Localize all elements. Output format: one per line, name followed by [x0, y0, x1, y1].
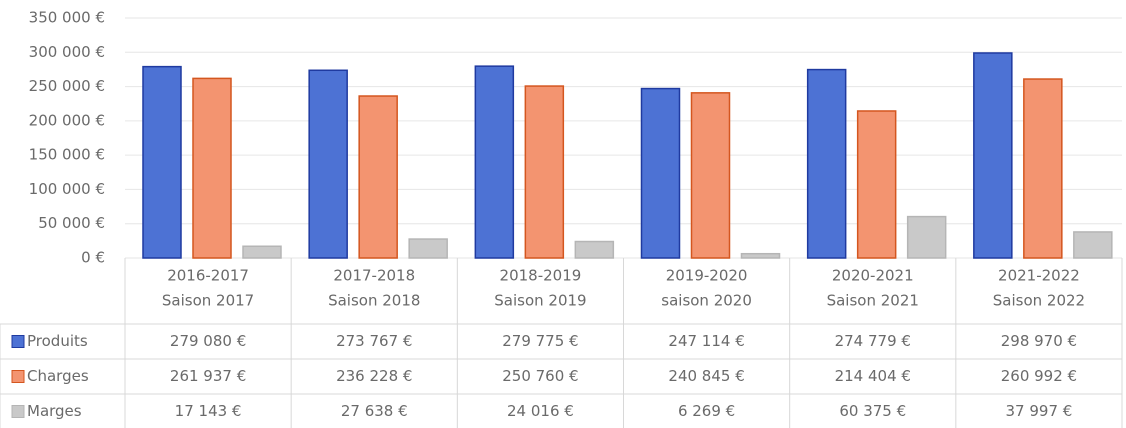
- x-tick-label: Saison 2021: [827, 292, 919, 310]
- bar: [806, 68, 847, 259]
- bar: [856, 110, 897, 259]
- table-value: 279 775 €: [502, 332, 578, 350]
- x-tick-label: 2021-2022: [998, 267, 1080, 285]
- y-tick-label: 50 000 €: [38, 214, 105, 232]
- x-tick-label: 2017-2018: [333, 267, 415, 285]
- bar: [142, 65, 182, 259]
- bar: [574, 240, 615, 259]
- x-tick-label: Saison 2018: [328, 292, 420, 310]
- y-tick-label: 350 000 €: [29, 9, 105, 27]
- bar: [973, 52, 1013, 259]
- table-value: 298 970 €: [1001, 332, 1077, 350]
- table-value: 60 375 €: [839, 402, 906, 420]
- bar: [408, 238, 448, 259]
- legend-label: Charges: [27, 367, 89, 385]
- bar: [192, 77, 232, 259]
- table-value: 274 779 €: [835, 332, 911, 350]
- table-value: 24 016 €: [507, 402, 574, 420]
- bar: [308, 69, 348, 259]
- y-tick-label: 0 €: [81, 249, 105, 267]
- table-value: 240 845 €: [668, 367, 744, 385]
- table-value: 250 760 €: [502, 367, 578, 385]
- legend-swatch: [11, 370, 25, 383]
- table-value: 6 269 €: [678, 402, 735, 420]
- y-tick-label: 200 000 €: [29, 111, 105, 129]
- legend-swatch: [11, 335, 25, 348]
- table-value: 260 992 €: [1001, 367, 1077, 385]
- y-tick-label: 300 000 €: [29, 43, 105, 61]
- legend-label: Produits: [27, 332, 88, 350]
- table-value: 37 997 €: [1006, 402, 1073, 420]
- table-value: 279 080 €: [170, 332, 246, 350]
- table-value: 27 638 €: [341, 402, 408, 420]
- bar: [906, 215, 947, 259]
- x-tick-label: 2018-2019: [500, 267, 582, 285]
- y-tick-label: 250 000 €: [29, 77, 105, 95]
- bar: [690, 92, 731, 259]
- x-tick-label: Saison 2022: [993, 292, 1085, 310]
- table-value: 247 114 €: [668, 332, 744, 350]
- legend-swatch: [11, 405, 25, 418]
- x-tick-label: 2019-2020: [666, 267, 748, 285]
- x-tick-label: 2020-2021: [832, 267, 914, 285]
- bar: [740, 252, 781, 259]
- x-tick-label: Saison 2017: [162, 292, 254, 310]
- bar: [640, 87, 681, 259]
- bar: [524, 85, 565, 259]
- bar: [242, 245, 282, 259]
- bar: [474, 65, 515, 259]
- y-tick-label: 150 000 €: [29, 146, 105, 164]
- table-value: 17 143 €: [175, 402, 242, 420]
- table-value: 261 937 €: [170, 367, 246, 385]
- y-tick-label: 100 000 €: [29, 180, 105, 198]
- bar: [1073, 231, 1113, 259]
- table-value: 273 767 €: [336, 332, 412, 350]
- bar: [358, 95, 398, 259]
- table-value: 236 228 €: [336, 367, 412, 385]
- x-tick-label: 2016-2017: [167, 267, 249, 285]
- bar: [1023, 78, 1063, 259]
- table-value: 214 404 €: [835, 367, 911, 385]
- x-tick-label: Saison 2019: [494, 292, 586, 310]
- x-tick-label: saison 2020: [661, 292, 752, 310]
- legend-label: Marges: [27, 402, 82, 420]
